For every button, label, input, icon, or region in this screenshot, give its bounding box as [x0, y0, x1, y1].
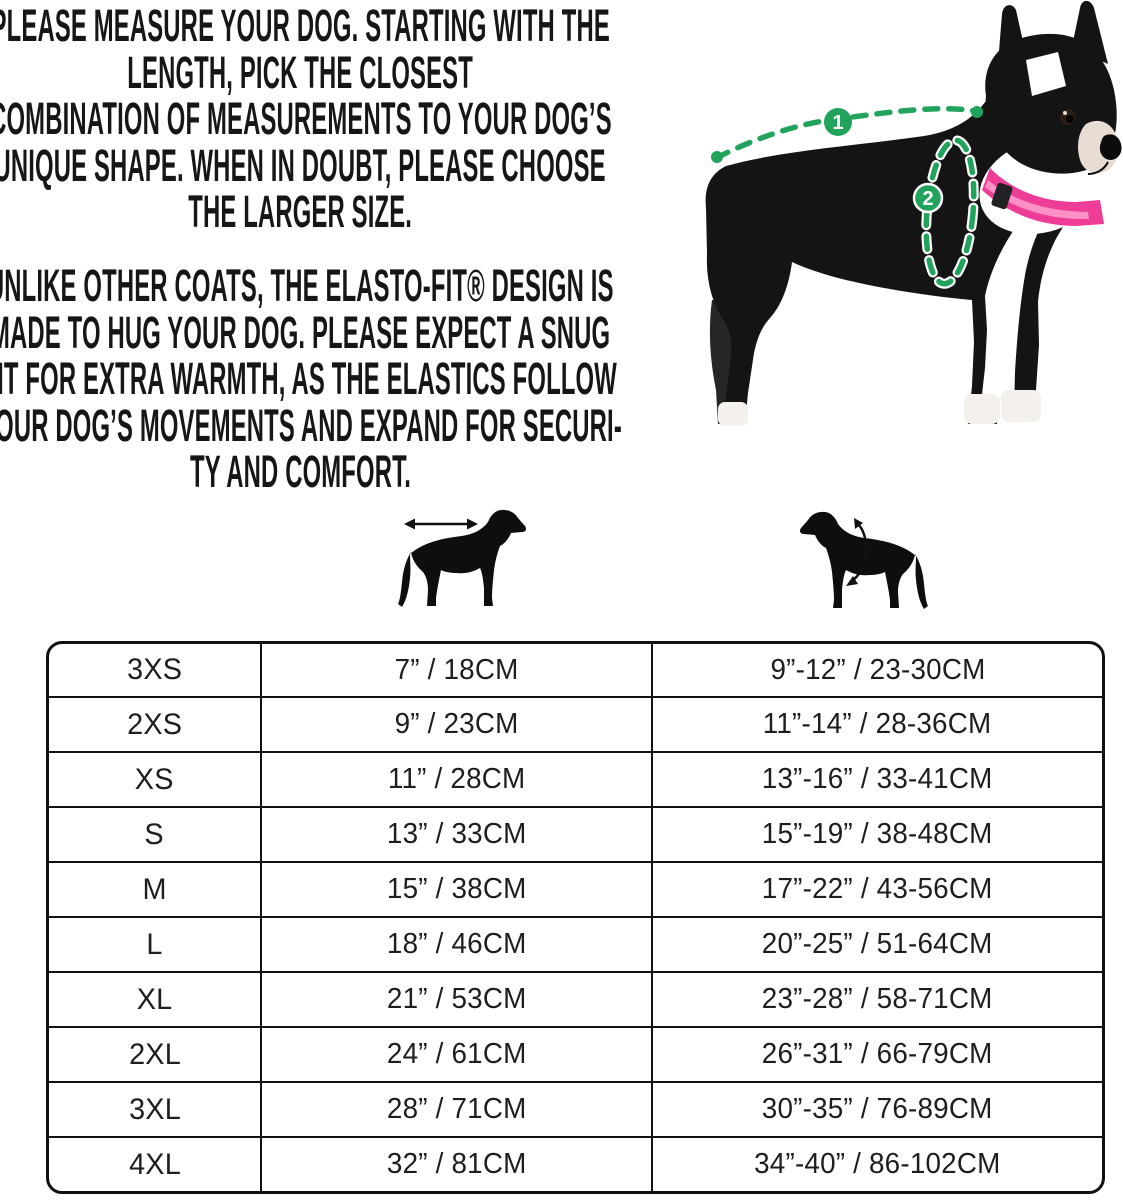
- length-dog-icon: [398, 509, 526, 607]
- elasto-fit-paragraph: UNLIKE OTHER COATS, THE ELASTO-FIT® DESI…: [0, 262, 621, 498]
- table-row: M 15” / 38CM 17”-22” / 43-56CM: [49, 862, 1102, 919]
- instructions-line: LENGTH, PICK THE CLOSEST: [127, 46, 473, 98]
- size-cell: 2XL: [49, 1027, 262, 1084]
- girth-badge-circle: [912, 182, 944, 214]
- table-row: 2XS 9” / 23CM 11”-14” / 28-36CM: [49, 697, 1102, 754]
- girth-cell: 34”-40” / 86-102CM: [754, 1148, 1001, 1181]
- table-row: 3XS 7” / 18CM 9”-12” / 23-30CM: [49, 644, 1102, 699]
- girth-cell: 26”-31” / 66-79CM: [652, 1027, 1102, 1084]
- instructions-line: COMBINATION OF MEASUREMENTS TO YOUR DOG’…: [0, 93, 612, 145]
- size-chart-table: 3XS 7” / 18CM 9”-12” / 23-30CM 2XS 9” / …: [46, 641, 1105, 1194]
- dog-silhouette: [398, 509, 526, 607]
- instructions-line: TY AND COMFORT.: [189, 446, 411, 498]
- table-row: XL 21” / 53CM 23”-28” / 58-71CM: [49, 972, 1102, 1029]
- girth-loop-arrow-icon: [846, 518, 868, 586]
- size-cell: 4XL: [49, 1137, 262, 1191]
- instructions-line: UNLIKE OTHER COATS, THE ELASTO-FIT® DESI…: [0, 260, 614, 311]
- size-cell: XS: [49, 752, 262, 809]
- length-cell: 24” / 61CM: [261, 1027, 653, 1084]
- girth-cell: 13”-16” / 33-41CM: [652, 752, 1102, 809]
- length-cell: 18” / 46CM: [261, 917, 653, 974]
- length-cell: 21” / 53CM: [261, 972, 653, 1029]
- size-cell: S: [49, 807, 262, 864]
- length-cell: 13” / 33CM: [261, 807, 653, 864]
- girth-badge-number: 2: [922, 188, 933, 210]
- size-cell: 3XL: [49, 1082, 262, 1139]
- table-row: S 13” / 33CM 15”-19” / 38-48CM: [49, 807, 1102, 864]
- size-cell: 2XS: [49, 697, 262, 754]
- girth-dog-icon: [800, 511, 928, 609]
- measure-instructions-paragraph: PLEASE MEASURE YOUR DOG. STARTING WITH T…: [0, 2, 611, 238]
- girth-cell: 11”-14” / 28-36CM: [652, 697, 1102, 754]
- girth-cell: 20”-25” / 51-64CM: [652, 917, 1102, 974]
- length-measure-line: 1: [711, 103, 983, 163]
- size-cell: L: [49, 917, 262, 974]
- instructions-line: THE LARGER SIZE.: [188, 186, 412, 238]
- size-cell: 3XS: [49, 644, 262, 699]
- table-row: XS 11” / 28CM 13”-16” / 33-41CM: [49, 752, 1102, 809]
- instructions-line: UNIQUE SHAPE. WHEN IN DOUBT, PLEASE CHOO…: [0, 139, 607, 191]
- length-cell: 15” / 38CM: [261, 862, 653, 919]
- length-arrow-icon: [404, 518, 478, 530]
- length-cell: 28” / 71CM: [261, 1082, 653, 1139]
- length-badge-number: 1: [832, 112, 843, 134]
- table-row: 4XL 32” / 81CM 34”-40” / 86-102CM: [49, 1137, 1102, 1191]
- length-badge-circle: [824, 108, 852, 136]
- table-row: 2XL 24” / 61CM 26”-31” / 66-79CM: [49, 1027, 1102, 1084]
- table-row: 3XL 28” / 71CM 30”-35” / 76-89CM: [49, 1082, 1102, 1139]
- girth-measure-line: 2: [912, 135, 979, 289]
- size-cell: M: [49, 862, 262, 919]
- girth-cell: 23”-28” / 58-71CM: [652, 972, 1102, 1029]
- size-cell: XL: [49, 972, 262, 1029]
- length-cell: 7” / 18CM: [261, 644, 653, 699]
- girth-cell: 15”-19” / 38-48CM: [652, 807, 1102, 864]
- length-cell: 11” / 28CM: [261, 752, 653, 809]
- instructions-line: YOUR DOG’S MOVEMENTS AND EXPAND FOR SECU…: [0, 399, 622, 451]
- girth-cell: 30”-35” / 76-89CM: [652, 1082, 1102, 1139]
- dog-measurement-photo: 1 2: [705, 0, 1122, 426]
- instructions-line: FIT FOR EXTRA WARMTH, AS THE ELASTICS FO…: [0, 353, 618, 405]
- girth-cell: 9”-12” / 23-30CM: [652, 644, 1102, 699]
- length-cell: 32” / 81CM: [261, 1137, 653, 1191]
- girth-cell: 17”-22” / 43-56CM: [652, 862, 1102, 919]
- length-cell: 9” / 23CM: [261, 697, 653, 754]
- table-row: L 18” / 46CM 20”-25” / 51-64CM: [49, 917, 1102, 974]
- instructions-line: PLEASE MEASURE YOUR DOG. STARTING WITH T…: [0, 0, 610, 51]
- instructions-line: MADE TO HUG YOUR DOG. PLEASE EXPECT A SN…: [0, 306, 611, 358]
